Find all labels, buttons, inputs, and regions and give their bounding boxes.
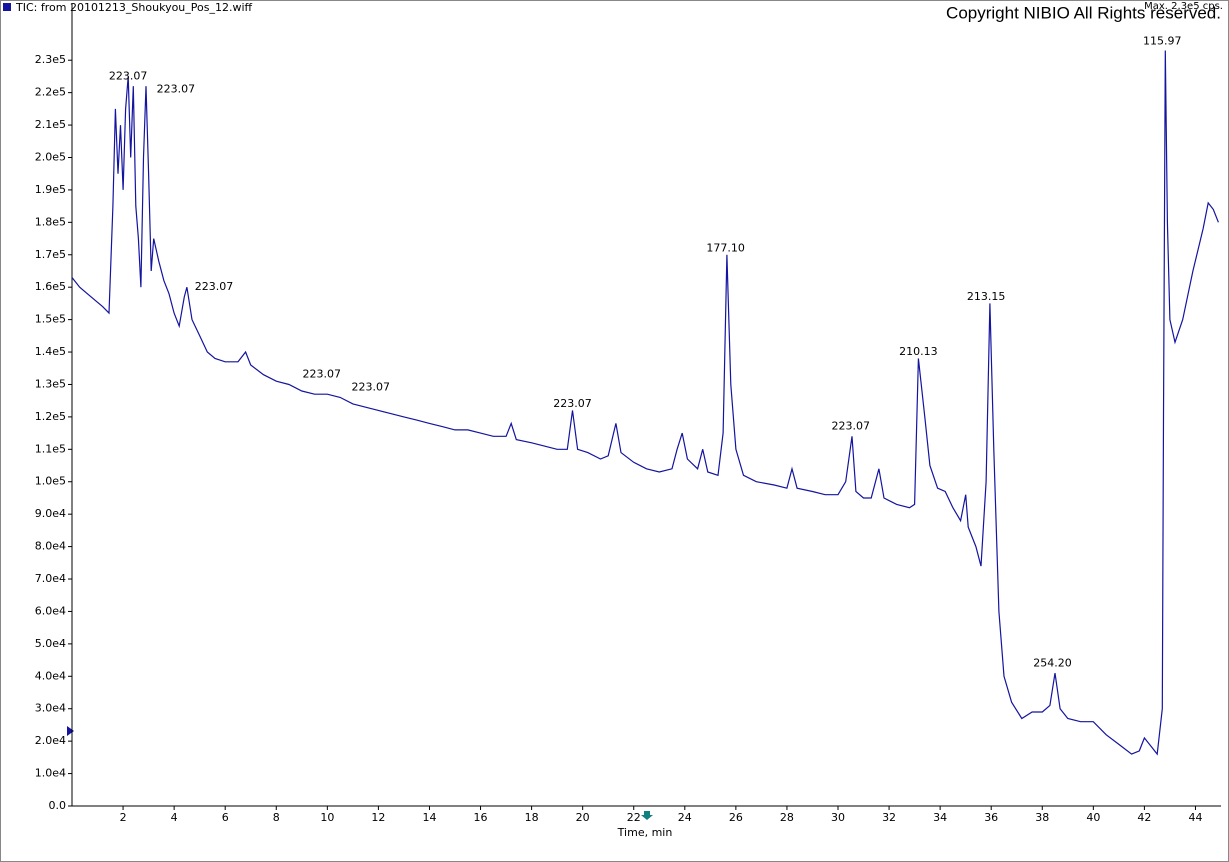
y-tick-label: 9.0e4 xyxy=(35,507,66,520)
x-tick-label: 14 xyxy=(422,811,436,824)
y-tick-label: 2.2e5 xyxy=(35,86,66,99)
x-tick-label: 36 xyxy=(984,811,998,824)
y-tick-label: 5.0e4 xyxy=(35,637,66,650)
y-tick-label: 7.0e4 xyxy=(35,572,66,585)
x-tick-label: 26 xyxy=(729,811,743,824)
y-tick-label: 2.0e5 xyxy=(35,150,66,163)
x-tick-label: 12 xyxy=(371,811,385,824)
y-tick-label: 0.0 xyxy=(49,799,67,812)
y-tick-label: 1.8e5 xyxy=(35,215,66,228)
y-tick-label: 1.0e5 xyxy=(35,475,66,488)
peak-label: 223.07 xyxy=(195,280,234,293)
x-tick-label: 10 xyxy=(320,811,334,824)
peak-label: 177.10 xyxy=(706,241,745,254)
y-tick-label: 1.2e5 xyxy=(35,410,66,423)
x-tick-label: 16 xyxy=(474,811,488,824)
peak-label: 223.07 xyxy=(302,368,341,381)
x-tick-label: 8 xyxy=(273,811,280,824)
x-tick-label: 18 xyxy=(525,811,539,824)
peak-label: 254.20 xyxy=(1033,656,1072,669)
y-tick-label: 1.9e5 xyxy=(35,183,66,196)
y-tick-label: 8.0e4 xyxy=(35,540,66,553)
peak-label: 223.07 xyxy=(832,420,871,433)
y-tick-label: 3.0e4 xyxy=(35,702,66,715)
x-tick-label: 40 xyxy=(1086,811,1100,824)
y-tick-label: 1.6e5 xyxy=(35,280,66,293)
baseline-marker xyxy=(67,726,74,736)
x-tick-label: 30 xyxy=(831,811,845,824)
y-tick-label: 2.3e5 xyxy=(35,53,66,66)
y-tick-label: 1.1e5 xyxy=(35,442,66,455)
x-tick-label: 20 xyxy=(576,811,590,824)
y-tick-label: 2.1e5 xyxy=(35,118,66,131)
peak-label: 223.07 xyxy=(553,397,592,410)
chart-title: TIC: from 20101213_Shoukyou_Pos_12.wiff xyxy=(15,1,253,14)
x-tick-label: 32 xyxy=(882,811,896,824)
x-tick-label: 2 xyxy=(120,811,127,824)
x-tick-label: 38 xyxy=(1035,811,1049,824)
x-tick-label: 22 xyxy=(627,811,641,824)
peak-label: 210.13 xyxy=(899,345,938,358)
peak-label: 213.15 xyxy=(967,290,1006,303)
y-tick-label: 1.3e5 xyxy=(35,377,66,390)
y-tick-label: 1.5e5 xyxy=(35,313,66,326)
x-tick-label: 4 xyxy=(171,811,178,824)
x-tick-label: 44 xyxy=(1188,811,1202,824)
peak-label: 223.07 xyxy=(109,69,148,82)
time-marker xyxy=(641,811,653,820)
x-tick-label: 42 xyxy=(1137,811,1151,824)
x-axis-label: Time, min xyxy=(617,826,673,839)
max-label: Max. 2.3e5 cps. xyxy=(1144,1,1223,12)
trace-line xyxy=(71,50,1219,756)
y-tick-label: 1.4e5 xyxy=(35,345,66,358)
x-tick-label: 34 xyxy=(933,811,947,824)
legend-swatch xyxy=(3,3,11,11)
peak-label: 115.97 xyxy=(1143,34,1182,47)
y-tick-label: 4.0e4 xyxy=(35,669,66,682)
y-tick-label: 6.0e4 xyxy=(35,604,66,617)
y-tick-label: 2.0e4 xyxy=(35,734,66,747)
x-tick-label: 28 xyxy=(780,811,794,824)
x-tick-label: 24 xyxy=(678,811,692,824)
peak-label: 223.07 xyxy=(157,82,196,95)
y-tick-label: 1.0e4 xyxy=(35,767,66,780)
y-tick-label: 1.7e5 xyxy=(35,248,66,261)
copyright: Copyright NIBIO All Rights reserved. xyxy=(946,3,1221,22)
peak-label: 223.07 xyxy=(351,381,390,394)
x-tick-label: 6 xyxy=(222,811,229,824)
